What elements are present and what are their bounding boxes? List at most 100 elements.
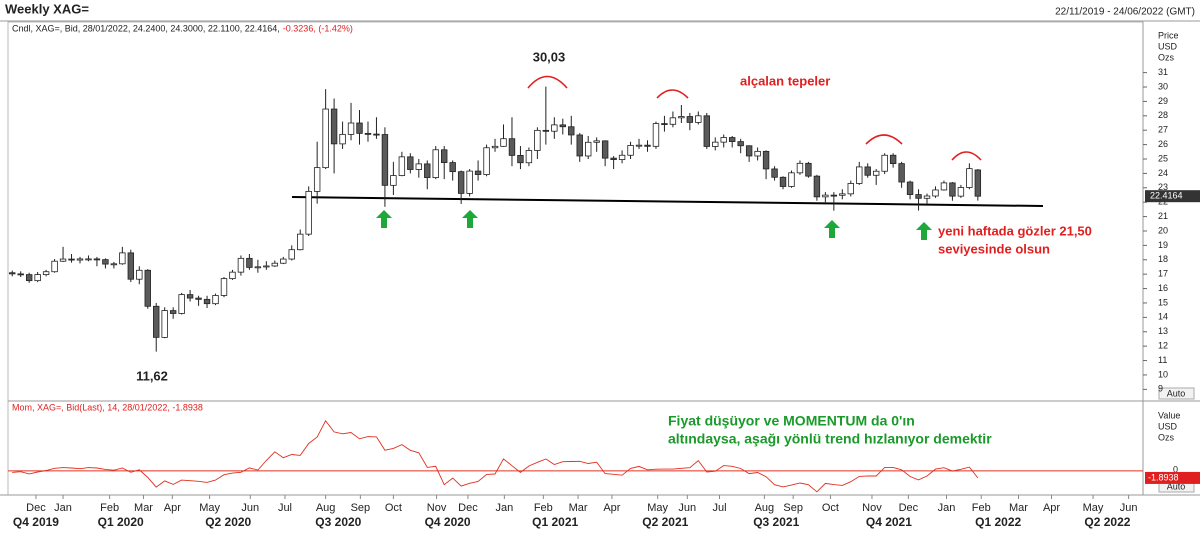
candle-body bbox=[17, 273, 24, 276]
annotation: 11,62 bbox=[136, 368, 168, 383]
legend: Cndl, XAG=, Bid, 28/01/2022, 24.2400, 24… bbox=[12, 23, 280, 33]
y-tick-label: 24 bbox=[1158, 168, 1168, 178]
x-tick-label: Apr bbox=[164, 502, 181, 514]
x-tick-label: May bbox=[1083, 502, 1104, 514]
y-tick-label: 11 bbox=[1158, 355, 1167, 365]
candle-body bbox=[457, 171, 465, 194]
quarter-label: Q4 2020 bbox=[425, 515, 471, 529]
candle-body bbox=[695, 115, 702, 123]
candle-body bbox=[51, 260, 58, 273]
x-tick-label: Sep bbox=[783, 502, 803, 514]
y-tick-label: 29 bbox=[1158, 96, 1168, 106]
candle-body bbox=[144, 269, 151, 307]
candle-body bbox=[280, 258, 287, 264]
candle-body bbox=[864, 166, 871, 176]
candle-body bbox=[119, 252, 126, 265]
peak-arcs bbox=[527, 75, 982, 161]
y-tick-label: 9 bbox=[1158, 384, 1163, 394]
candle-body bbox=[712, 141, 719, 147]
candle-body bbox=[271, 262, 279, 267]
y-tick-label: 30 bbox=[1158, 81, 1168, 91]
x-tick-label: Jun bbox=[1120, 502, 1138, 514]
arc bbox=[865, 134, 903, 145]
last-value-box bbox=[1145, 190, 1200, 203]
candle-body bbox=[288, 249, 295, 260]
quarter-label: Q4 2019 bbox=[13, 515, 59, 529]
x-tick-label: Aug bbox=[316, 502, 336, 514]
y-tick-label: 25 bbox=[1158, 153, 1168, 163]
support-arrows bbox=[376, 210, 932, 240]
quarter-label: Q3 2021 bbox=[753, 515, 799, 529]
candle-body bbox=[169, 310, 177, 314]
candle-body bbox=[500, 138, 507, 147]
axis-label: Value bbox=[1158, 410, 1180, 420]
auto-button-label[interactable]: Auto bbox=[1167, 481, 1186, 491]
momentum-line bbox=[12, 419, 979, 493]
last-value-box bbox=[1145, 471, 1200, 484]
candle-body bbox=[517, 154, 524, 164]
candle-body bbox=[220, 278, 228, 296]
x-tick-label: Jul bbox=[712, 502, 726, 514]
candle-body bbox=[661, 123, 668, 125]
candle-body bbox=[745, 145, 753, 157]
date-range: 22/11/2019 - 24/06/2022 (GMT) bbox=[1055, 7, 1195, 18]
candle-body bbox=[161, 310, 168, 338]
candle-body bbox=[652, 123, 660, 147]
candle-body bbox=[534, 129, 541, 151]
arrow bbox=[376, 210, 392, 228]
auto-button[interactable] bbox=[1158, 387, 1195, 400]
quarter-label: Q4 2021 bbox=[866, 515, 912, 529]
axis-label: USD bbox=[1158, 41, 1178, 51]
candle-body bbox=[593, 140, 600, 143]
candle-body bbox=[508, 138, 516, 156]
y-tick-label: 17 bbox=[1158, 269, 1168, 279]
candle-body bbox=[525, 150, 533, 164]
candle-body bbox=[85, 258, 92, 261]
quarter-label: Q2 2022 bbox=[1084, 515, 1130, 529]
x-tick-label: Feb bbox=[534, 502, 553, 514]
y-tick-label: 16 bbox=[1158, 283, 1168, 293]
candle-body bbox=[237, 257, 245, 273]
candle-body bbox=[110, 263, 118, 266]
candle-body bbox=[195, 297, 202, 300]
auto-button-label[interactable]: Auto bbox=[1167, 388, 1186, 398]
candle-body bbox=[93, 258, 101, 261]
candle-body bbox=[330, 108, 338, 145]
y-tick-label: 18 bbox=[1158, 254, 1168, 264]
candle-body bbox=[779, 176, 787, 187]
candle-body bbox=[601, 140, 609, 159]
candle-body bbox=[42, 271, 50, 276]
axis-label: Price bbox=[1158, 30, 1179, 40]
candle-body bbox=[432, 149, 439, 178]
candle-body bbox=[737, 141, 744, 147]
candle-body bbox=[483, 147, 490, 175]
candle-body bbox=[881, 154, 888, 172]
y-tick-label: 12 bbox=[1158, 341, 1168, 351]
candle-body bbox=[788, 172, 795, 187]
x-tick-label: Mar bbox=[134, 502, 153, 514]
candle-body bbox=[466, 170, 473, 194]
x-tick-label: Mar bbox=[569, 502, 588, 514]
annotation: alçalan tepeler bbox=[740, 73, 830, 88]
x-tick-label: Dec bbox=[458, 502, 478, 514]
candle-body bbox=[872, 170, 880, 176]
window-title: Weekly XAG= bbox=[5, 1, 89, 16]
x-tick-label: Aug bbox=[755, 502, 775, 514]
candle-body bbox=[635, 144, 643, 147]
candle-body bbox=[153, 305, 160, 338]
axis-label: USD bbox=[1158, 421, 1178, 431]
y-tick-label: 26 bbox=[1158, 139, 1168, 149]
candle-body bbox=[771, 168, 778, 178]
candle-body bbox=[381, 134, 389, 186]
candle-body bbox=[178, 294, 185, 314]
arrow bbox=[462, 210, 478, 228]
candle-body bbox=[559, 124, 566, 128]
candle-body bbox=[915, 194, 922, 199]
candle-body bbox=[203, 298, 211, 305]
legend: Mom, XAG=, Bid(Last), 14, 28/01/2022, -1… bbox=[12, 402, 203, 412]
candle-body bbox=[644, 144, 651, 147]
x-tick-label: Feb bbox=[972, 502, 991, 514]
candle-body bbox=[754, 150, 761, 157]
x-tick-label: Jan bbox=[938, 502, 956, 514]
candle-body bbox=[347, 122, 355, 135]
